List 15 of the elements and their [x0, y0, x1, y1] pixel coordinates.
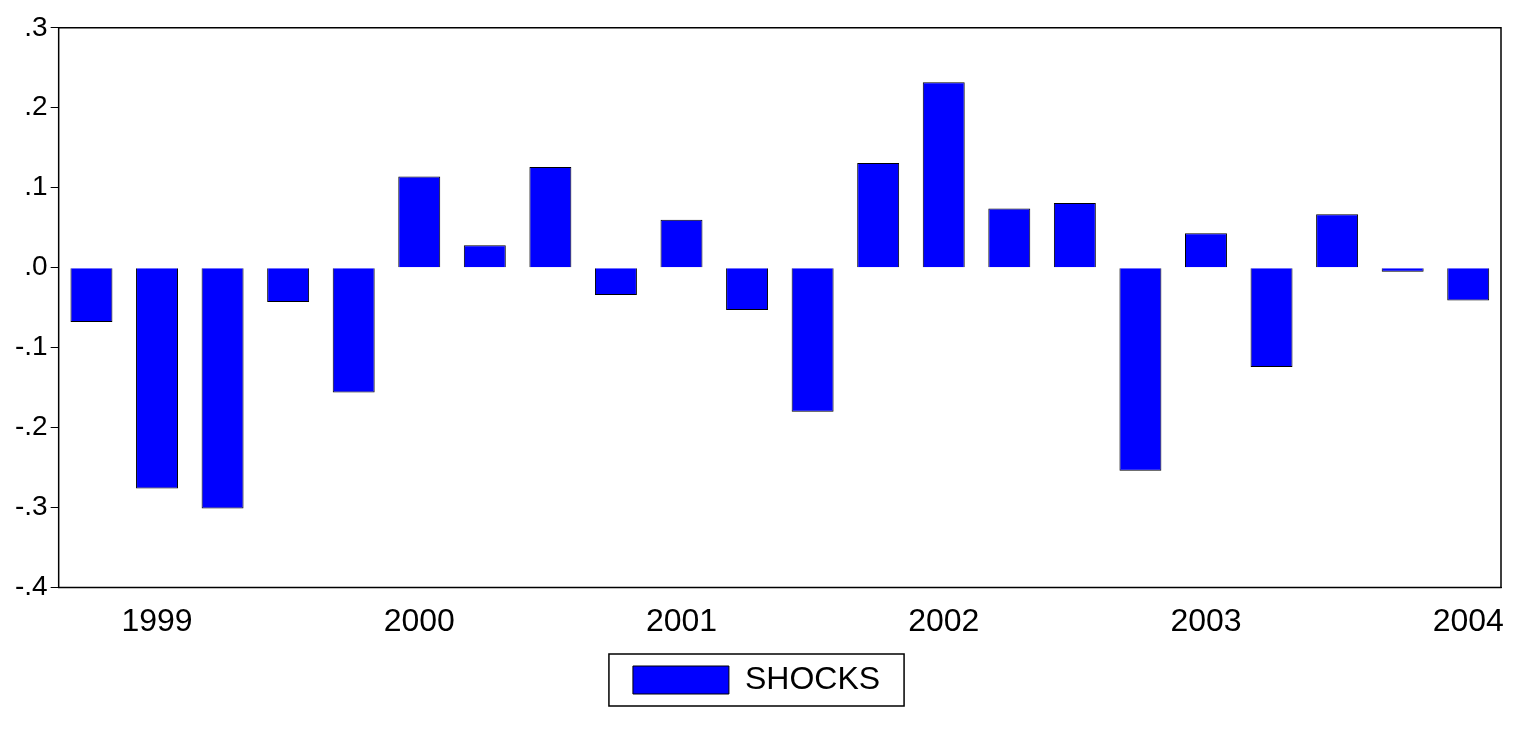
- y-tick-label: -.4: [14, 570, 48, 602]
- y-tick-label: .3: [24, 10, 48, 42]
- x-tick-label: 2004: [1432, 601, 1504, 638]
- y-tick-label: .0: [24, 250, 48, 282]
- x-tick-label: 1999: [121, 601, 193, 638]
- x-tick-label: 2000: [383, 601, 455, 638]
- y-tick-label: .1: [24, 170, 48, 202]
- x-tick-label: 2003: [1170, 601, 1242, 638]
- y-tick-label: -.1: [14, 330, 48, 362]
- x-tick-label: 2001: [645, 601, 718, 638]
- y-tick-label: .2: [24, 90, 48, 122]
- y-tick-label: -.2: [14, 410, 48, 442]
- x-tick-label: 2002: [908, 601, 980, 638]
- legend-label: SHOCKS: [744, 659, 881, 696]
- y-tick-label: -.3: [14, 490, 48, 522]
